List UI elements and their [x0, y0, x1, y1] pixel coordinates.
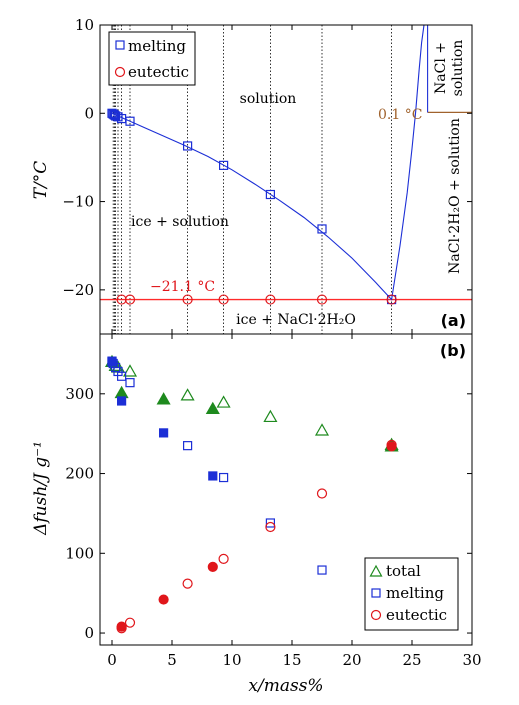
panel-b-eutectic-filled-point-1 [158, 594, 169, 605]
legend-melting-square-icon [115, 40, 125, 50]
legend-eutectic-b-label: eutectic [386, 606, 447, 624]
panel-a-melting-point-9 [265, 189, 275, 200]
panel-b-y-axis-title: Δfush/J g⁻¹ [31, 441, 51, 536]
panel-b-eutectic-open-point-3 [218, 553, 229, 564]
panel-a-phase-lines [100, 24, 472, 301]
panel-a-y-tick-label-2: −10 [62, 193, 94, 211]
legend-total-triangle-icon [369, 564, 383, 577]
x-tick-label-2: 10 [222, 651, 241, 669]
panel-b-eutectic-filled-point-0 [116, 621, 127, 632]
eutectic-temperature-label: −21.1 °C [150, 279, 215, 295]
panel-b-total-filled-point-2 [156, 392, 171, 405]
liquidus-curve [111, 24, 425, 301]
legend-eutectic-label: eutectic [128, 63, 189, 81]
panel-b-legend: total melting eutectic [364, 557, 459, 631]
panel-b-melting-open-point-5 [125, 378, 135, 388]
panel-b-eutectic-open-point-2 [182, 578, 193, 589]
panel-b-y-tick-label-3: 300 [65, 385, 94, 403]
panel-b-eutectic-open-point-5 [316, 488, 328, 499]
panel-a-markers [107, 108, 397, 305]
panel-a-x-ticks [111, 25, 473, 334]
legend-melting-label: melting [128, 37, 186, 55]
legend-total-label: total [386, 562, 421, 580]
x-tick-label-0: 0 [107, 651, 117, 669]
panel-b-melting-open-point-4 [116, 371, 127, 381]
panel-b-tag: (b) [440, 341, 466, 360]
panel-a-sample-lines [112, 25, 393, 334]
x-tick-label-4: 20 [342, 651, 361, 669]
panel-a-eutectic-point-2 [182, 294, 193, 305]
panel-a-eutectic-point-6 [386, 294, 397, 305]
panel-a-melting-point-7 [183, 141, 193, 151]
panel-b-y-tick-label-1: 100 [65, 544, 94, 562]
panel-a-y-axis-title: T/°C [31, 161, 51, 200]
panel-b-eutectic-open-point-1 [124, 617, 136, 628]
panel-b-melting-open-point-8 [265, 518, 275, 528]
region-label-solution: solution [240, 91, 297, 107]
panel-a-melting-point-5 [116, 113, 127, 124]
x-tick-label-6: 30 [462, 651, 481, 669]
panel-b-melting-filled-point-1 [116, 396, 127, 406]
panel-b-melting-open-point-7 [219, 472, 229, 483]
panel-b-total-filled-point-1 [114, 385, 129, 399]
panel-a-y-tick-label-0: 10 [75, 16, 94, 34]
panel-a-melting-point-3 [110, 111, 121, 121]
legend-melting-b-square-icon [371, 588, 381, 598]
region-label-ice-solution: ice + solution [131, 214, 229, 230]
panel-a-y-tick-label-1: 0 [84, 104, 94, 122]
panel-b-markers [104, 354, 399, 634]
legend-eutectic-b-circle-icon [370, 609, 382, 621]
panel-b-melting-open-point-9 [317, 565, 327, 575]
x-tick-label-3: 15 [282, 651, 301, 669]
panel-b-total-open-point-2 [122, 364, 138, 377]
panel-b-total-open-point-4 [216, 395, 231, 408]
panel-b-y-tick-label-0: 0 [84, 624, 94, 642]
panel-a-y-ticks: 10 0 −10 −20 [62, 16, 472, 299]
panel-a-tag: (a) [441, 311, 466, 330]
panel-a: 10 0 −10 −20 solution ice + solution ice + … [31, 16, 473, 335]
x-tick-label-1: 5 [167, 651, 177, 669]
panel-a-eutectic-point-5 [316, 294, 328, 305]
panel-b-melting-filled-point-0 [107, 356, 117, 366]
panel-a-y-tick-label-3: −20 [62, 281, 94, 299]
panel-b-x-ticks: 0 5 10 15 20 25 30 [107, 334, 482, 669]
legend-melting-b-label: melting [386, 584, 444, 602]
panel-b-eutectic-filled-point-2 [207, 561, 218, 572]
panel-a-eutectic-point-1 [124, 294, 136, 305]
panel-b-total-open-point-3 [180, 388, 195, 401]
legend-eutectic-circle-icon [114, 66, 126, 78]
panel-b-total-open-point-5 [263, 409, 278, 423]
region-label-hydrate-solution: NaCl·2H₂O + solution [447, 118, 463, 274]
panel-a-melting-point-6 [125, 116, 135, 126]
region-label-ice-hydrate: ice + NaCl·2H₂O [236, 312, 356, 328]
panel-a-eutectic-point-4 [265, 294, 276, 305]
panel-b-frame [99, 333, 473, 646]
panel-b-total-filled-point-3 [205, 401, 220, 415]
panel-b-y-tick-label-2: 200 [65, 465, 94, 483]
panel-b-melting-filled-point-2 [159, 428, 169, 438]
panel-a-eutectic-point-3 [218, 294, 229, 305]
region-label-nacl-solution-line2: solution [450, 40, 466, 97]
peritectic-temperature-label: 0.1 °C [378, 107, 422, 123]
panel-b-eutectic-open-point-4 [265, 521, 276, 533]
panel-a-legend: melting eutectic [108, 31, 196, 86]
panel-b-eutectic-filled-point-3 [386, 441, 397, 452]
panel-b-y-ticks: 0 100 200 300 [65, 385, 472, 642]
x-tick-label-5: 25 [402, 651, 421, 669]
panel-a-melting-point-8 [219, 160, 229, 170]
panel-b-melting-open-point-6 [183, 441, 193, 451]
panel-b-melting-filled-point-3 [208, 471, 218, 481]
region-label-nacl-solution-line1: NaCl + [433, 42, 449, 94]
panel-a-melting-point-10 [317, 224, 327, 234]
panel-b-total-open-point-6 [314, 423, 330, 436]
x-axis-title: x/mass% [248, 676, 323, 696]
